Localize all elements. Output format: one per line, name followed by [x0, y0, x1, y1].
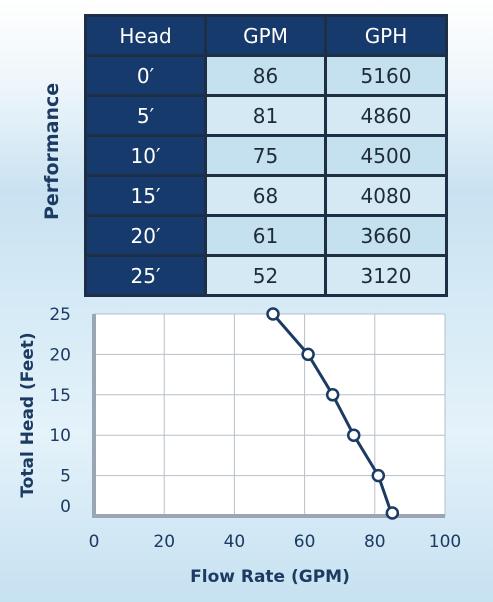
data-point-marker — [346, 428, 361, 442]
curve-series — [266, 307, 400, 520]
gpm-cell: 52 — [204, 254, 327, 297]
gph-cell: 3660 — [324, 214, 448, 257]
gpm-cell: 81 — [204, 94, 327, 137]
axes — [92, 314, 445, 518]
head-cell: 10′ — [84, 134, 207, 177]
column-header-gpm: GPM — [204, 14, 327, 57]
data-point-marker — [301, 347, 315, 362]
data-point-marker — [385, 506, 400, 520]
x-tick-label: 40 — [224, 532, 246, 552]
gpm-cell: 61 — [204, 214, 327, 257]
data-point-marker — [325, 388, 340, 402]
grid-lines — [94, 313, 446, 516]
data-point-marker — [371, 468, 386, 483]
y-tick-label: 15 — [49, 386, 71, 406]
performance-label: Performance — [41, 82, 63, 220]
table-row: 15′ 68 4080 — [84, 174, 448, 217]
y-tick-label: 5 — [60, 467, 71, 487]
performance-table: Head GPM GPH 0′ 86 5160 5′ 81 4860 10′ 7… — [84, 14, 448, 297]
data-point-marker — [266, 307, 280, 321]
gpm-cell: 68 — [204, 174, 327, 217]
x-tick-label: 60 — [294, 532, 316, 552]
x-tick-label: 0 — [89, 532, 100, 552]
head-cell: 15′ — [84, 174, 207, 217]
head-cell: 20′ — [84, 214, 207, 257]
x-tick-label: 80 — [364, 532, 386, 552]
series-line — [271, 313, 394, 517]
table-row: 10′ 75 4500 — [84, 134, 448, 177]
gph-cell: 5160 — [324, 54, 448, 97]
column-header-gph: GPH — [324, 14, 448, 57]
table-row: 0′ 86 5160 — [84, 54, 448, 97]
head-cell: 25′ — [84, 254, 207, 297]
gph-cell: 4500 — [324, 134, 448, 177]
head-cell: 0′ — [84, 54, 207, 97]
y-tick-label: 25 — [49, 305, 71, 325]
x-tick-labels: 0 20 40 60 80 100 — [89, 532, 462, 552]
gpm-cell: 86 — [204, 54, 327, 97]
gpm-cell: 75 — [204, 134, 327, 177]
x-axis-title: Flow Rate (GPM) — [190, 567, 350, 587]
gph-cell: 4860 — [324, 94, 448, 137]
y-tick-label: 0 — [60, 497, 71, 517]
gph-cell: 3120 — [324, 254, 448, 297]
head-cell: 5′ — [84, 94, 207, 137]
table-row: 20′ 61 3660 — [84, 214, 448, 257]
x-tick-label: 20 — [153, 532, 175, 552]
y-axis-title: Total Head (Feet) — [18, 332, 38, 497]
table-header-row: Head GPM GPH — [84, 14, 448, 57]
table-row: 25′ 52 3120 — [84, 254, 448, 297]
gph-cell: 4080 — [324, 174, 448, 217]
plot-area — [94, 314, 445, 516]
column-header-head: Head — [84, 14, 207, 57]
y-tick-label: 10 — [49, 426, 71, 446]
table-row: 5′ 81 4860 — [84, 94, 448, 137]
x-tick-label: 100 — [429, 532, 461, 552]
y-tick-label: 20 — [49, 345, 71, 365]
y-tick-labels: 0 5 10 15 20 25 — [49, 305, 71, 517]
